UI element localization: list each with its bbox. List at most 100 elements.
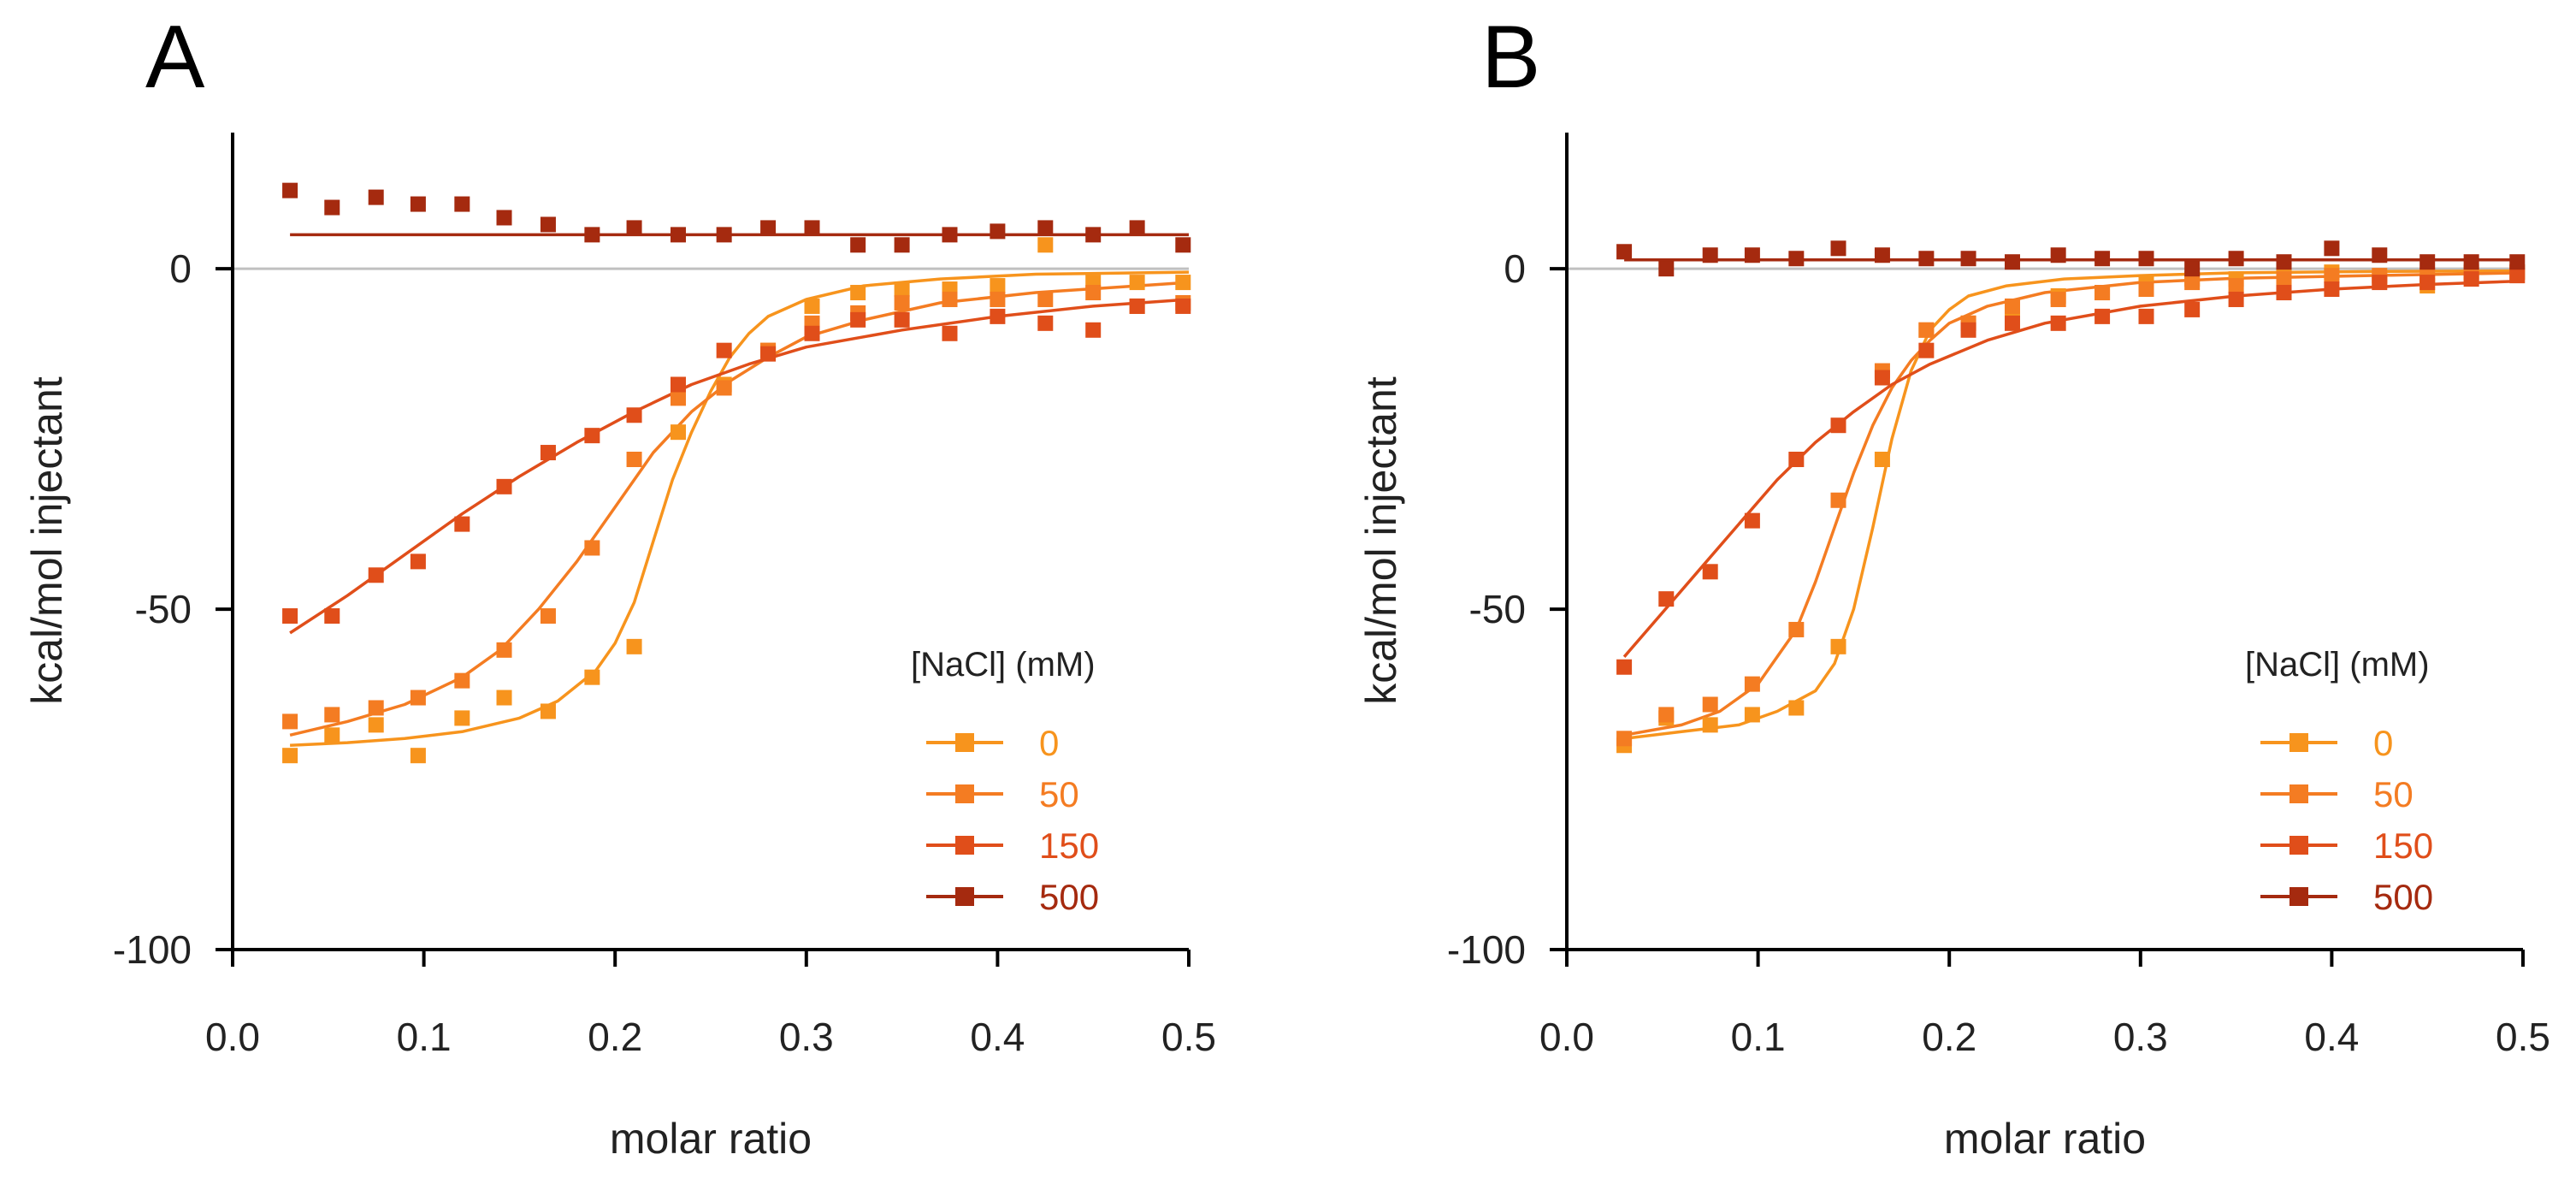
- data-point-0: [1702, 717, 1718, 733]
- data-point-150: [2276, 285, 2292, 301]
- data-point-150: [760, 346, 777, 362]
- data-point-150: [2094, 308, 2111, 324]
- data-point-0: [804, 298, 820, 314]
- fit-curves: [289, 233, 1190, 748]
- data-point-50: [2228, 278, 2244, 294]
- data-point-150: [1874, 370, 1890, 386]
- data-points: [282, 182, 1191, 764]
- x-tick-labels: 0.0 0.1 0.2 0.3 0.4 0.5: [205, 1015, 1216, 1059]
- data-point-0: [368, 717, 384, 733]
- y-tick-label: -100: [113, 927, 192, 972]
- legend-title: [NaCl] (mM): [2245, 646, 2430, 684]
- y-tick-label: 0: [169, 246, 192, 291]
- data-point-150: [1085, 322, 1102, 338]
- legend-swatch-marker: [955, 836, 974, 855]
- data-point-50: [894, 294, 910, 311]
- legend-label: 0: [1039, 723, 1059, 763]
- data-point-500: [540, 216, 556, 233]
- data-point-150: [2324, 281, 2340, 298]
- y-tick-label: 0: [1504, 246, 1526, 291]
- data-point-500: [1037, 220, 1054, 236]
- legend-swatch-marker: [955, 784, 974, 803]
- data-point-500: [2276, 254, 2292, 270]
- legend-label: 500: [1039, 877, 1099, 917]
- data-point-500: [760, 220, 777, 236]
- y-tick-labels: 0 -50 -100: [113, 246, 192, 972]
- data-point-50: [1788, 621, 1805, 637]
- data-point-500: [410, 196, 426, 212]
- x-axis-title: molar ratio: [1944, 1115, 2146, 1163]
- x-tick-label: 0.2: [1922, 1015, 1976, 1059]
- data-point-0: [1175, 275, 1191, 291]
- data-point-500: [324, 199, 340, 216]
- data-point-150: [496, 478, 512, 494]
- data-point-150: [540, 445, 556, 461]
- data-point-0: [626, 638, 642, 654]
- data-point-150: [804, 325, 820, 341]
- data-point-50: [1658, 707, 1675, 723]
- data-point-150: [2050, 315, 2066, 331]
- data-point-500: [496, 210, 512, 226]
- data-point-50: [2138, 281, 2154, 298]
- data-point-500: [2138, 251, 2154, 267]
- chart-panel-b: B 0.0 0.1 0.2 0.3 0.4 0.5 0 -50 -100 mol…: [1357, 8, 2550, 1163]
- data-point-50: [2050, 291, 2066, 307]
- data-point-150: [2184, 301, 2201, 317]
- data-point-150: [2138, 308, 2154, 324]
- data-point-150: [942, 325, 958, 341]
- data-point-500: [670, 227, 686, 243]
- data-point-50: [1616, 731, 1633, 747]
- data-point-0: [1788, 700, 1805, 716]
- fit-curve-150: [289, 298, 1190, 635]
- legend-entry: 500: [2260, 877, 2433, 917]
- legend-entry: 500: [926, 877, 1099, 917]
- x-tick-label: 0.3: [779, 1015, 834, 1059]
- data-point-500: [1658, 261, 1675, 277]
- data-point-500: [282, 182, 298, 198]
- data-point-500: [1702, 247, 1718, 263]
- data-point-500: [1744, 247, 1760, 263]
- legend-entry: 50: [2260, 774, 2414, 814]
- data-point-500: [1129, 220, 1145, 236]
- data-point-150: [1960, 322, 1976, 338]
- data-point-50: [324, 707, 340, 723]
- data-point-0: [1830, 638, 1846, 654]
- data-point-150: [584, 428, 600, 444]
- data-point-50: [496, 642, 512, 658]
- y-tick-label: -50: [135, 587, 192, 631]
- data-point-500: [942, 227, 958, 243]
- data-point-500: [584, 227, 600, 243]
- data-point-500: [2184, 261, 2201, 277]
- data-point-0: [324, 727, 340, 743]
- y-tick-labels: 0 -50 -100: [1447, 246, 1526, 972]
- data-point-50: [1702, 696, 1718, 713]
- data-point-150: [368, 567, 384, 583]
- data-point-500: [2050, 247, 2066, 263]
- data-point-500: [1085, 227, 1102, 243]
- data-point-50: [2004, 298, 2020, 314]
- panel-label: B: [1481, 8, 1540, 107]
- x-tick-label: 0.5: [2496, 1015, 2550, 1059]
- data-point-0: [1744, 707, 1760, 723]
- data-point-500: [804, 220, 820, 236]
- x-tick-label: 0.3: [2113, 1015, 2168, 1059]
- data-point-150: [1744, 512, 1760, 529]
- x-tick-label: 0.4: [2304, 1015, 2359, 1059]
- data-point-500: [2228, 251, 2244, 267]
- legend-label: 50: [1039, 774, 1079, 814]
- data-point-500: [454, 196, 470, 212]
- data-point-150: [990, 308, 1006, 324]
- legend-swatch-marker: [2289, 784, 2308, 803]
- data-point-0: [1874, 452, 1890, 467]
- legend-entry: 50: [926, 774, 1079, 814]
- legend-swatch-marker: [2289, 887, 2308, 906]
- data-point-150: [282, 608, 298, 625]
- x-tick-label: 0.1: [1731, 1015, 1786, 1059]
- data-point-0: [454, 710, 470, 726]
- legend-entry: 0: [2260, 723, 2393, 763]
- data-point-150: [324, 608, 340, 625]
- data-point-500: [2419, 254, 2436, 270]
- data-point-0: [496, 690, 512, 706]
- data-point-0: [282, 748, 298, 764]
